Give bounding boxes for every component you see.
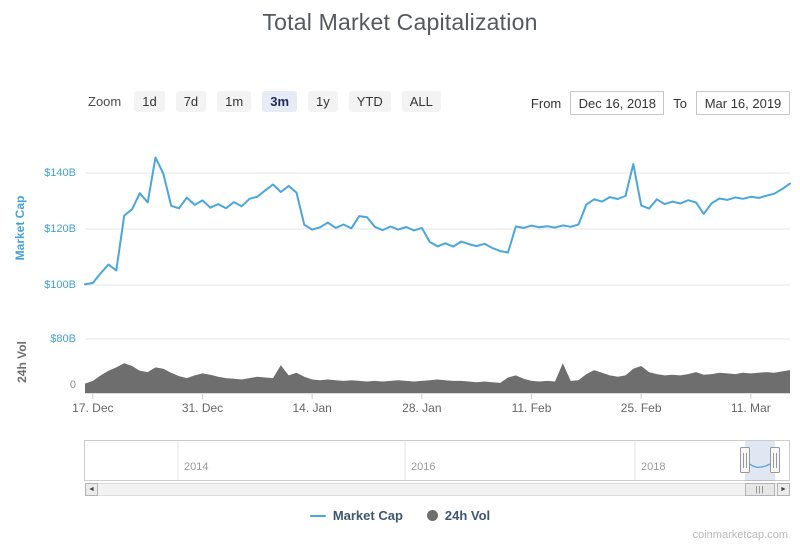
zoom-button-1m[interactable]: 1m [217,91,252,112]
scrollbar-thumb[interactable]: ||| [745,483,775,496]
date-range-controls: From To [531,91,790,115]
zoom-label: Zoom [88,94,122,109]
navigator-handle[interactable] [770,447,780,473]
thumb-grip-icon: ||| [755,485,765,494]
volume-axis-title: 24h Vol [15,341,29,383]
navigator[interactable] [84,440,790,481]
to-label: To [673,95,687,111]
legend: Market Cap 24h Vol [0,508,800,523]
legend-label: Market Cap [332,508,403,523]
watermark: coinmarketcap.com [692,529,788,541]
xtick-label: 28. Jan [402,401,442,415]
navigator-handle[interactable] [740,447,750,473]
xtick-label: 17. Dec [72,401,114,415]
page-title: Total Market Capitalization [262,9,538,35]
scrollbar-track[interactable] [85,483,790,496]
from-date-input[interactable] [570,91,665,115]
xtick-label: 31. Dec [181,401,224,415]
ytick-140b: $140B [44,167,76,179]
legend-item-24h-vol[interactable]: 24h Vol [426,508,491,523]
legend-item-market-cap[interactable]: Market Cap [309,508,403,523]
legend-dot-marker [426,510,438,521]
to-date-input[interactable] [696,91,790,115]
scroll-right-icon: ► [780,486,787,493]
scrollbar-right-button[interactable]: ► [777,483,790,496]
ytick-0: 0 [69,379,76,391]
scroll-left-icon: ◄ [88,486,95,493]
xtick-label: 11. Mar [730,401,771,415]
navigator-year-label: 2018 [641,461,666,473]
navigator-year-label: 2016 [411,461,436,473]
zoom-button-ytd[interactable]: YTD [348,91,391,112]
legend-label: 24h Vol [444,508,491,523]
xtick-label: 25. Feb [620,401,662,415]
zoom-button-3m[interactable]: 3m [262,91,298,112]
volume-series[interactable] [85,363,790,393]
zoom-preset-toolbar: Zoom 1d 7d 1m 3m 1y YTD ALL [88,91,441,112]
ytick-100b: $100B [44,279,76,291]
xtick-label: 11. Feb [511,401,552,415]
ytick-120b: $120B [44,223,76,235]
scrollbar-left-button[interactable]: ◄ [85,483,98,496]
zoom-button-all[interactable]: ALL [401,91,441,112]
zoom-button-1y[interactable]: 1y [308,91,338,112]
zoom-button-1d[interactable]: 1d [134,91,165,112]
zoom-button-7d[interactable]: 7d [175,91,207,112]
ytick-80b: $80B [50,333,76,345]
legend-line-marker [309,514,326,517]
navigator-year-label: 2014 [184,461,209,473]
xtick-label: 14. Jan [292,401,332,415]
market-cap-series[interactable] [84,156,791,286]
from-label: From [530,95,562,111]
